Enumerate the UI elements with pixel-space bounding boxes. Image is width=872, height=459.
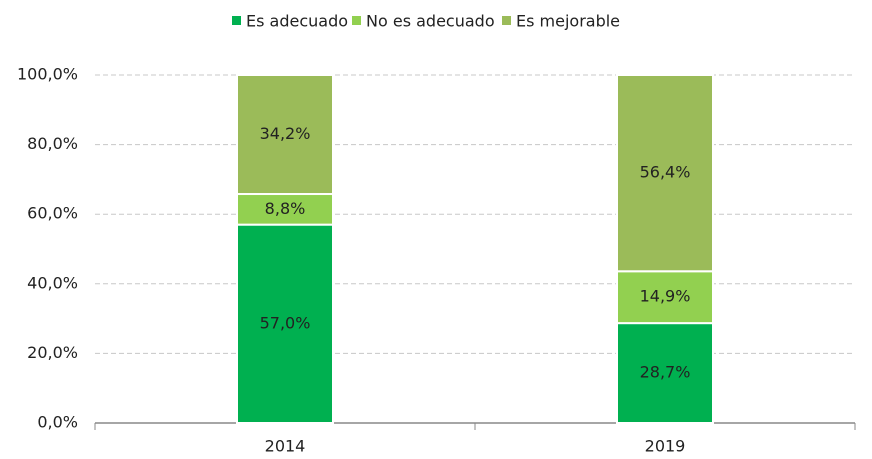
bar-segment bbox=[236, 193, 334, 226]
x-tick-label: 2014 bbox=[265, 437, 306, 456]
value-label: 14,9% bbox=[640, 287, 691, 306]
value-label: 56,4% bbox=[640, 163, 691, 182]
legend-swatch bbox=[232, 16, 241, 25]
x-tick-label: 2019 bbox=[645, 437, 686, 456]
y-tick-label: 100,0% bbox=[17, 65, 78, 84]
bar-segment bbox=[616, 270, 714, 325]
bar-segment bbox=[236, 74, 334, 196]
y-tick-label: 60,0% bbox=[27, 204, 78, 223]
legend-label: Es mejorable bbox=[516, 12, 620, 31]
value-label: 8,8% bbox=[265, 199, 306, 218]
legend-swatch bbox=[352, 16, 361, 25]
legend-label: No es adecuado bbox=[366, 12, 495, 31]
y-tick-label: 0,0% bbox=[37, 413, 78, 432]
bar-segment bbox=[616, 322, 714, 424]
bar-segment bbox=[616, 74, 714, 273]
y-tick-label: 20,0% bbox=[27, 343, 78, 362]
value-label: 28,7% bbox=[640, 363, 691, 382]
value-label: 57,0% bbox=[260, 313, 311, 332]
legend-label: Es adecuado bbox=[246, 12, 348, 31]
y-tick-label: 80,0% bbox=[27, 134, 78, 153]
value-label: 34,2% bbox=[260, 124, 311, 143]
y-tick-label: 40,0% bbox=[27, 273, 78, 292]
legend-swatch bbox=[502, 16, 511, 25]
